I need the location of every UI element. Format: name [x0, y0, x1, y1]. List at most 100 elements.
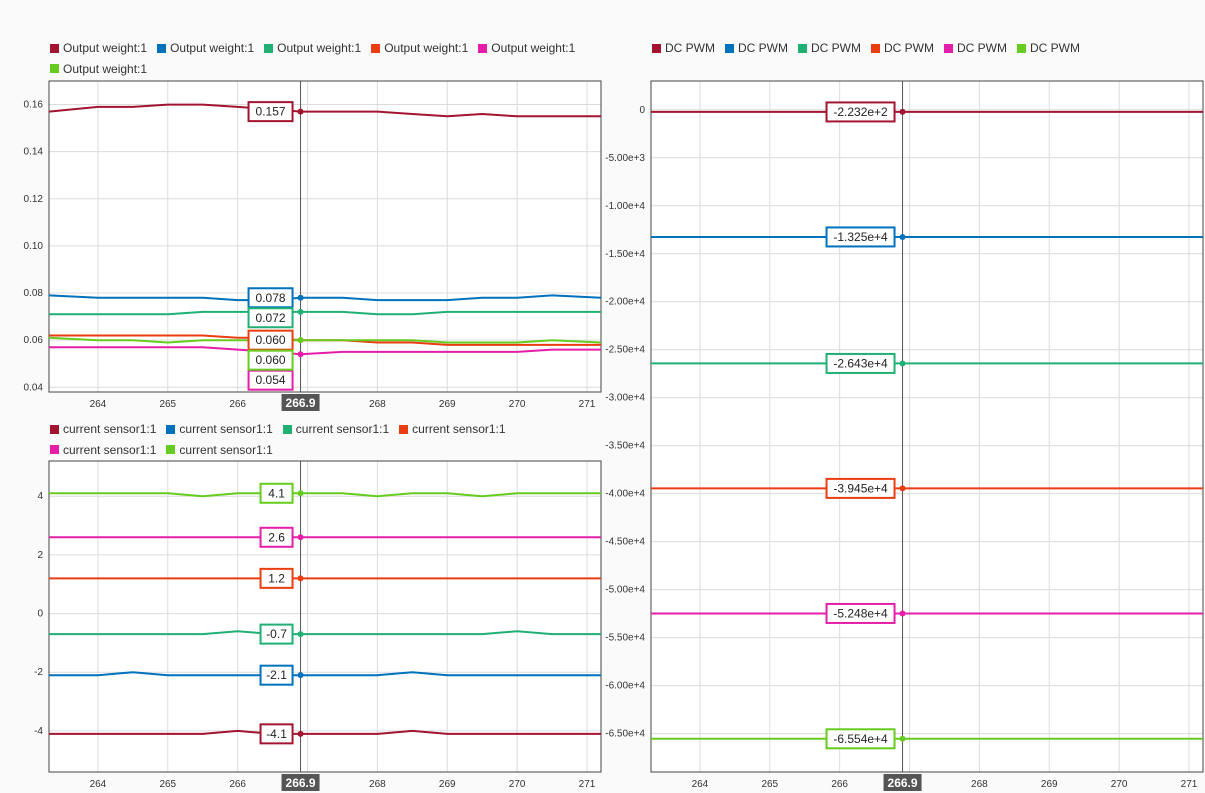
cursor-value-label: 0.054: [256, 373, 286, 387]
y-tick-label: -4.00e+4: [605, 489, 645, 500]
legend-label: DC PWM: [811, 41, 861, 55]
x-tick-label: 268: [971, 779, 988, 790]
y-tick-label: 0.04: [24, 382, 44, 393]
plot-area: [49, 461, 601, 772]
legend-label: Output weight:1: [277, 41, 362, 55]
legend-item-6[interactable]: DC PWM: [1017, 38, 1080, 58]
legend-item-1[interactable]: Output weight:1: [50, 38, 147, 58]
cursor-x-readout-label: 266.9: [286, 396, 316, 410]
cursor-value-label: 0.072: [256, 311, 286, 325]
cursor-marker: [297, 534, 304, 541]
cursor-value-box: [247, 307, 294, 329]
x-tick-label: 264: [90, 779, 107, 790]
x-tick-label: 271: [1181, 779, 1198, 790]
cursor-x-readout[interactable]: [281, 774, 320, 791]
cursor-value-box: [259, 623, 294, 645]
cursor-value-label: -2.1: [266, 668, 287, 682]
cursor-value-label: -0.7: [266, 627, 287, 641]
cursor-value-box: [825, 101, 896, 123]
legend-label: current sensor1:1: [63, 442, 157, 457]
cursor-value-label: 0.157: [256, 105, 286, 119]
legend-swatch: [478, 43, 488, 53]
y-tick-label: -2.50e+4: [605, 345, 645, 356]
y-tick-label: 0.06: [24, 335, 44, 346]
legend-item-4[interactable]: current sensor1:1: [399, 419, 506, 439]
series-line-2: [48, 294, 602, 302]
legend-item-1[interactable]: current sensor1:1: [50, 419, 156, 439]
legend-swatch: [50, 445, 59, 454]
output-weight-legend: Output weight:1 Output weight:1 Output wei…: [50, 38, 610, 79]
series-line-5: [49, 346, 601, 356]
x-tick-label: 268: [369, 399, 386, 410]
y-tick-label: -6.50e+4: [605, 729, 645, 740]
cursor-value-label: 2.6: [268, 530, 285, 544]
legend-swatch: [371, 43, 381, 53]
plot-border: [48, 460, 602, 773]
cursor-marker: [297, 631, 304, 638]
legend-item-5[interactable]: current sensor1:1: [50, 440, 156, 460]
cursor-x-readout[interactable]: [883, 774, 922, 791]
legend-swatch: [871, 43, 880, 53]
legend-swatch: [652, 43, 661, 53]
legend-item-3[interactable]: current sensor1:1: [282, 419, 390, 439]
cursor-value-box: [825, 352, 896, 374]
x-tick-label: 266: [229, 779, 246, 790]
legend-item-5[interactable]: DC PWM: [944, 38, 1007, 58]
current-sensor-plot[interactable]: 264 265 266 268 269 270 271 -4 -2 0 2 4 -4.1 -2.1 -0.7…: [34, 460, 602, 791]
x-tick-label: 269: [439, 399, 456, 410]
cursor-value-label: 4.1: [268, 486, 285, 500]
legend-label: DC PWM: [1030, 41, 1080, 55]
cursor-value-label: -1.325e+4: [833, 230, 888, 244]
y-tick-label: -5.00e+3: [605, 153, 645, 164]
legend-label: current sensor1:1: [295, 422, 390, 436]
series-line-1: [49, 729, 601, 735]
legend-item-2[interactable]: Output weight:1: [157, 38, 254, 58]
legend-swatch: [264, 43, 274, 53]
dc-pwm-plot[interactable]: 264 265 266 268 269 270 271 0 -5.00e+3 -1.00e+4 -1…: [605, 80, 1204, 791]
legend-item-6[interactable]: Output weight:1: [50, 59, 147, 79]
legend-swatch: [944, 43, 953, 53]
cursor-value-box: [259, 664, 294, 686]
y-tick-label: 0.14: [24, 147, 44, 158]
cursor-x-readout[interactable]: [281, 394, 320, 411]
cursor-marker: [899, 108, 906, 115]
cursor-marker: [297, 730, 304, 737]
legend-label: Output weight:1: [170, 41, 255, 55]
cursor-marker: [899, 485, 906, 492]
x-tick-label: 265: [159, 399, 176, 410]
series-line-2: [49, 671, 601, 677]
y-tick-label: 4: [37, 491, 43, 502]
cursor-marker: [297, 308, 304, 315]
legend-item-6[interactable]: current sensor1:1: [166, 440, 273, 460]
legend-item-5[interactable]: Output weight:1: [478, 38, 575, 58]
legend-swatch: [166, 424, 176, 434]
x-tick-label: 271: [579, 399, 596, 410]
cursor-marker: [297, 672, 304, 679]
legend-item-3[interactable]: DC PWM: [798, 38, 861, 58]
y-tick-label: 0.10: [24, 241, 44, 252]
cursor-value-box: [247, 349, 294, 371]
series-line-6: [48, 336, 602, 344]
legend-swatch: [50, 64, 59, 73]
legend-item-3[interactable]: Output weight:1: [264, 38, 361, 58]
cursor-marker: [899, 233, 906, 240]
output-weight-plot[interactable]: 264 265 266 268 269 270 271 0.04 0.06 0.08 0.10 0.1…: [24, 80, 602, 411]
y-tick-label: 2: [37, 550, 43, 561]
legend-item-4[interactable]: DC PWM: [871, 38, 934, 58]
legend-label: DC PWM: [957, 41, 1007, 55]
cursor-value-label: -6.554e+4: [833, 732, 888, 746]
legend-item-2[interactable]: DC PWM: [725, 38, 788, 58]
x-tick-label: 269: [1041, 779, 1058, 790]
legend-item-1[interactable]: DC PWM: [652, 38, 715, 58]
cursor-value-box: [825, 728, 896, 750]
legend-swatch: [50, 43, 59, 53]
legend-swatch: [166, 445, 176, 454]
x-tick-label: 265: [159, 779, 176, 790]
legend-item-2[interactable]: current sensor1:1: [166, 419, 273, 439]
legend-swatch: [50, 424, 59, 434]
cursor-value-label: -4.1: [266, 727, 287, 741]
legend-swatch: [282, 424, 292, 434]
legend-swatch: [1017, 43, 1026, 53]
legend-item-4[interactable]: Output weight:1: [371, 38, 468, 58]
